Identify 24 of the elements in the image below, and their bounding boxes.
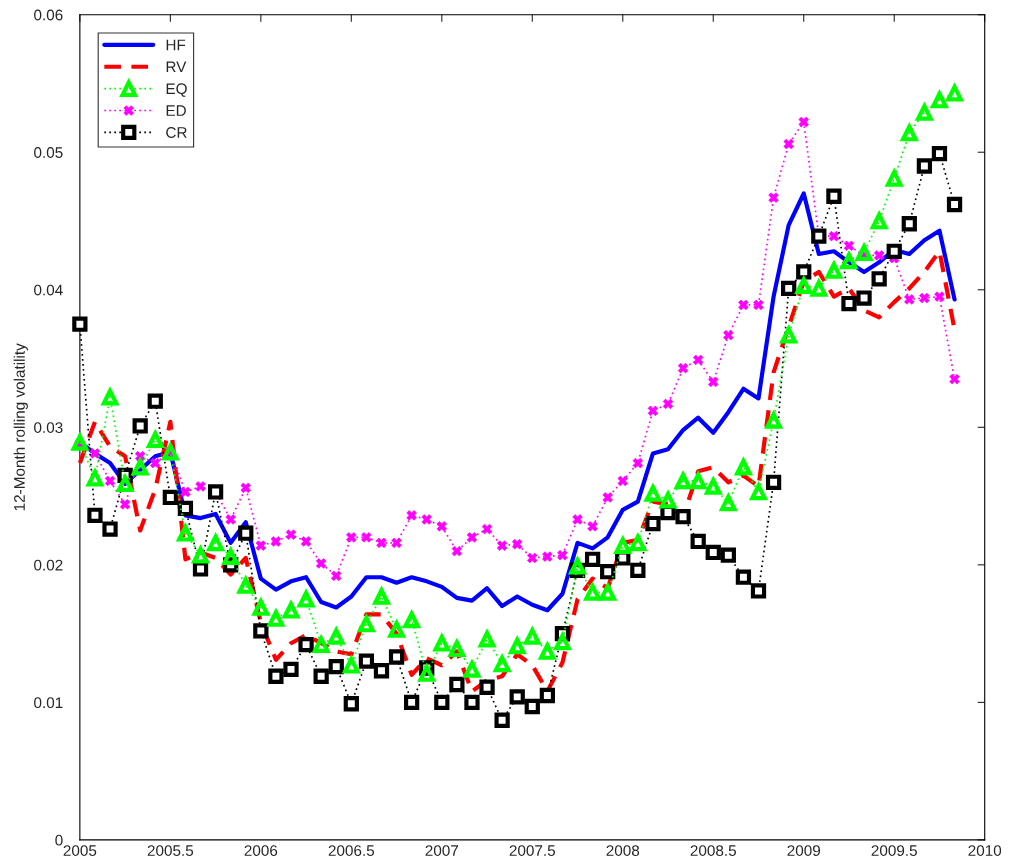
y-tick-label: 0.05 — [34, 147, 63, 158]
y-tick-label: 0.04 — [34, 284, 63, 296]
x-tick-label: 2006 — [244, 845, 278, 856]
y-tick-label: 0.03 — [34, 422, 63, 433]
x-tick-label: 2009.5 — [871, 845, 917, 856]
y-tick-label: 0.06 — [34, 9, 63, 21]
y-tick-label: 0.01 — [34, 697, 63, 709]
x-tick-label: 2008.5 — [690, 845, 736, 856]
x-tick-label: 2007.5 — [509, 845, 556, 856]
legend-label: HF — [166, 39, 186, 51]
x-tick-label: 2007 — [425, 845, 459, 856]
y-tick-label: 0.02 — [34, 559, 63, 571]
legend-label: EQ — [166, 83, 187, 97]
legend-label: ED — [166, 105, 186, 116]
y-tick-label: 0 — [55, 834, 63, 846]
y-axis-title: 12-Month rolling volatility — [13, 343, 28, 511]
x-tick-label: 2005 — [63, 845, 97, 856]
x-tick-label: 2005.5 — [147, 845, 194, 856]
x-tick-label: 2006.5 — [328, 845, 375, 856]
legend-label: RV — [166, 61, 187, 73]
legend-label: CR — [166, 127, 187, 138]
x-tick-label: 2008 — [606, 845, 640, 856]
x-tick-label: 2009 — [787, 845, 821, 856]
x-tick-label: 2010 — [968, 845, 1002, 856]
